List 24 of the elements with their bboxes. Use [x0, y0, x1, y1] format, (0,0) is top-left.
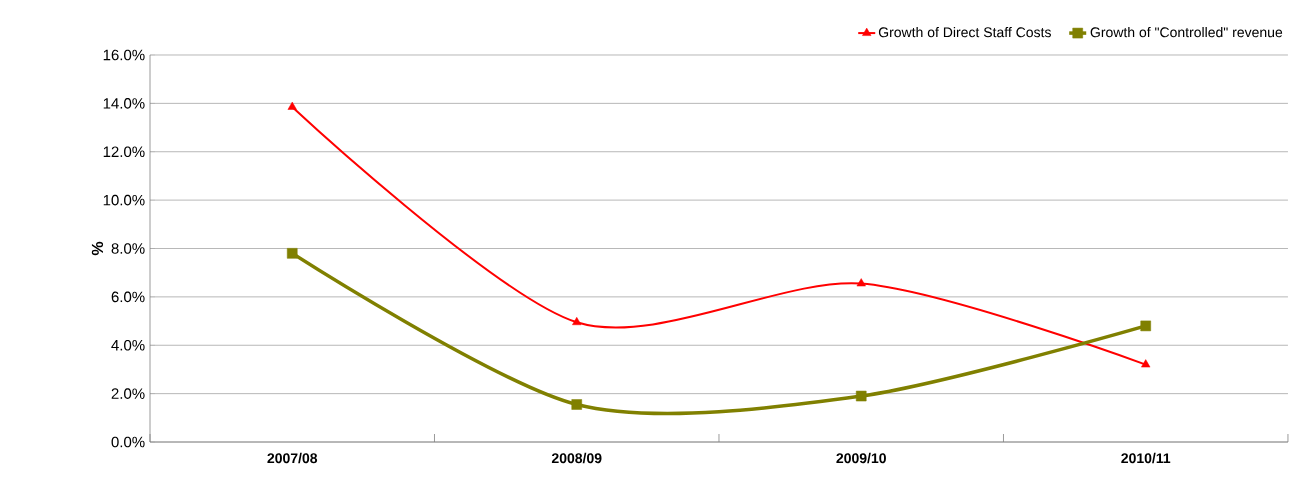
- legend-label: Growth of Direct Staff Costs: [878, 26, 1051, 38]
- point: [287, 101, 297, 110]
- point: [1140, 320, 1151, 332]
- x-tick-label: 2008/09: [551, 452, 602, 464]
- point: [287, 248, 298, 259]
- y-tick-label: 8.0%: [111, 243, 145, 254]
- y-tick-label: 0.0%: [111, 436, 145, 448]
- x-tick-label: 2009/10: [836, 452, 886, 464]
- point: [855, 390, 867, 402]
- point: [572, 317, 582, 326]
- x-tick-label: 2007/08: [267, 452, 318, 464]
- y-tick-label: 6.0%: [111, 291, 145, 303]
- point: [571, 399, 582, 410]
- y-tick-label: 4.0%: [111, 339, 145, 351]
- y-tick-label: 14.0%: [103, 98, 145, 109]
- y-tick-label: 10.0%: [103, 194, 145, 206]
- point: [856, 278, 866, 287]
- point: [1141, 359, 1151, 368]
- legend-label: Growth of "Controlled" revenue: [1090, 26, 1283, 38]
- y-tick-label: 2.0%: [111, 388, 145, 399]
- y-tick-label: 16.0%: [103, 49, 145, 61]
- y-tick-label: 12.0%: [103, 146, 145, 158]
- y-axis-title: %: [91, 241, 104, 256]
- x-tick-label: 2010/11: [1121, 452, 1171, 464]
